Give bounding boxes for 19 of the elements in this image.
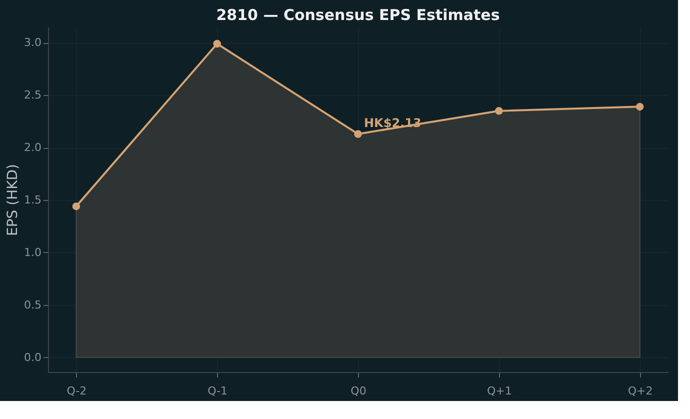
y-tick-label: 1.0 [24,246,42,259]
x-tick-label: Q+1 [486,384,512,398]
point [72,202,80,210]
x-tick-label: Q-2 [66,384,87,398]
point [495,107,503,115]
x-tick-label: Q-1 [208,384,228,398]
chart-title: 2810 — Consensus EPS Estimates [216,6,500,24]
point [354,130,362,138]
y-tick-label: 0.5 [24,298,42,312]
x-tick-label: Q+2 [628,384,653,398]
y-tick-label: 0.0 [24,350,42,364]
point [213,40,221,48]
y-tick-label: 3.0 [24,36,42,50]
point [636,102,644,111]
y-tick-label: 2.0 [24,141,42,154]
x-tick-label: Q0 [350,384,366,398]
y-axis-title: EPS (HKD) [5,164,22,236]
y-tick-label: 1.5 [24,194,42,207]
y-tick-label: 2.5 [24,88,42,102]
